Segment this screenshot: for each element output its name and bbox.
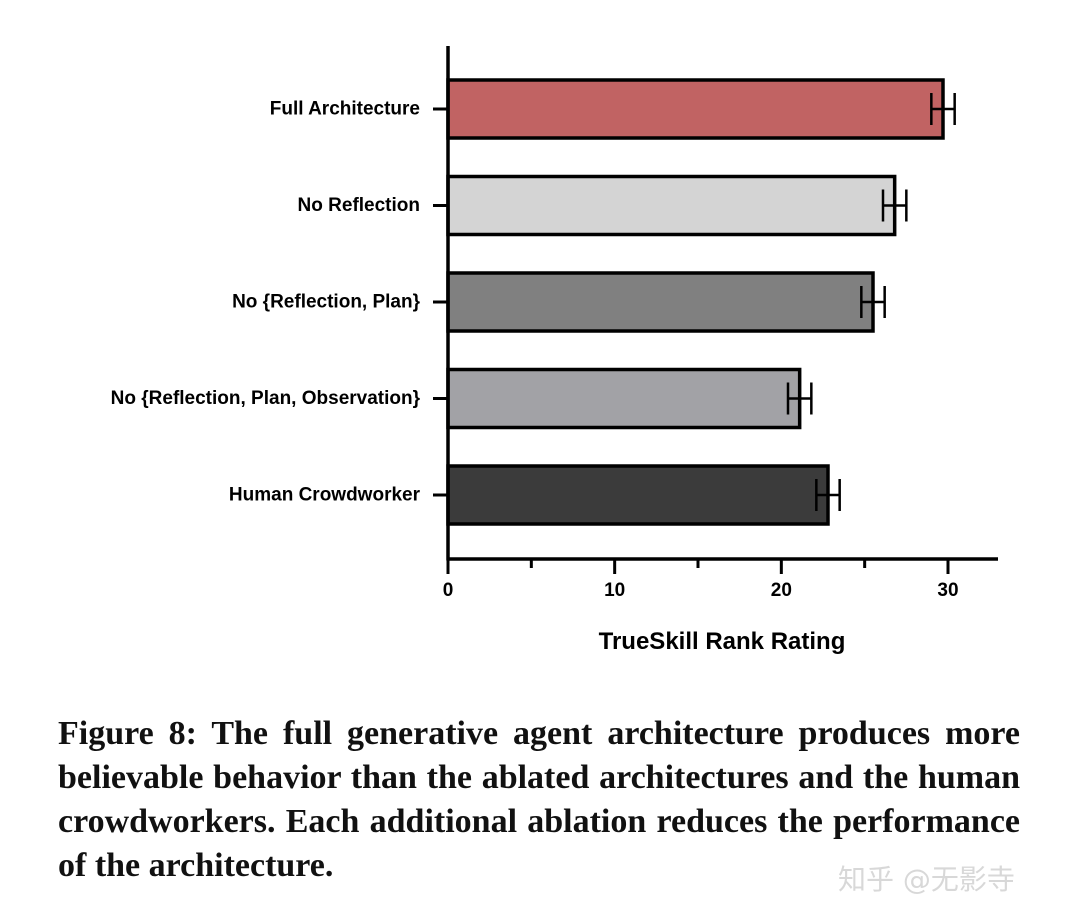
error-bar-4 [815, 479, 841, 511]
category-label-4: Human Crowdworker [229, 485, 421, 506]
category-label-3: No {Reflection, Plan, Observation} [111, 388, 421, 409]
error-bar-2 [860, 286, 886, 318]
category-label-1: No Reflection [298, 195, 420, 216]
bar-chart: Full Architecture No Reflection No {Reflec… [111, 46, 998, 655]
bars-layer [446, 78, 945, 526]
bar-1 [446, 174, 897, 237]
error-bar-0 [930, 93, 956, 125]
x-tick-label-10: 10 [604, 580, 625, 601]
error-bar-1 [881, 189, 908, 222]
bar-3 [446, 367, 802, 430]
bar-0 [446, 78, 945, 140]
x-tick-label-0: 0 [443, 580, 454, 601]
axes-layer [433, 46, 998, 574]
category-label-0: Full Architecture [270, 99, 420, 120]
error-bar-3 [786, 382, 813, 415]
x-tick-label-20: 20 [771, 580, 792, 601]
labels-layer: Full Architecture No Reflection No {Reflec… [111, 99, 959, 602]
error-bars-layer [786, 93, 956, 511]
x-axis-title: TrueSkill Rank Rating [599, 628, 846, 655]
x-tick-label-30: 30 [937, 580, 958, 601]
watermark-text: 知乎 @无影寺 [838, 863, 1015, 896]
figure-caption: Figure 8: The full generative agent arch… [58, 715, 1020, 884]
category-label-2: No {Reflection, Plan} [232, 292, 421, 313]
bar-4 [446, 464, 830, 526]
bar-2 [446, 271, 875, 333]
